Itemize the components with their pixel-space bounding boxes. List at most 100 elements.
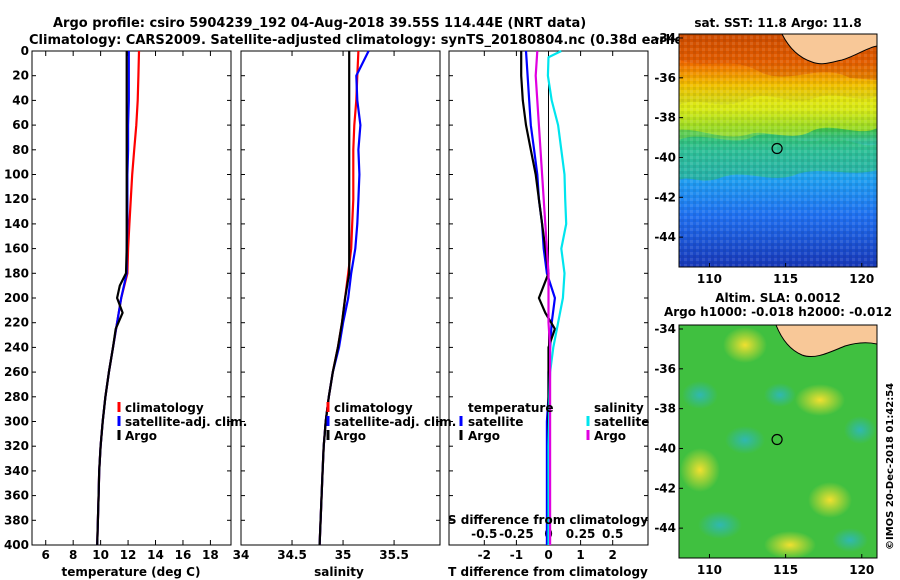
x-tick-label: 6 bbox=[42, 548, 50, 562]
legend-label-s-argo: Argo bbox=[594, 429, 626, 443]
x-tick-label: 2 bbox=[609, 548, 617, 562]
sst-map-title: sat. SST: 11.8 Argo: 11.8 bbox=[694, 16, 861, 30]
map-y-tick-label: -38 bbox=[654, 111, 676, 125]
legend-label-argo: Argo bbox=[125, 429, 157, 443]
series-line-argo bbox=[96, 51, 128, 546]
legend-label-t-satellite: satellite bbox=[468, 415, 523, 429]
sla-anomaly-low bbox=[682, 381, 718, 409]
difference-plot: -2 -1 0 1 2-0.5 -0.25 0 0.25 0.5 bbox=[449, 50, 648, 562]
sla-map-title-1: Altim. SLA: 0.0012 bbox=[715, 291, 841, 305]
argo-position-marker bbox=[771, 142, 783, 155]
map-x-tick-label: 115 bbox=[773, 272, 798, 286]
map-y-tick-label: -34 bbox=[654, 31, 676, 45]
salinity-plot: 34 34.5 35 35.5 bbox=[233, 50, 440, 562]
sla-anomaly-low bbox=[764, 383, 796, 407]
map-y-tick-label: -44 bbox=[654, 521, 676, 535]
sla-map-frame bbox=[678, 324, 878, 559]
x-tick-label: -1 bbox=[510, 548, 523, 562]
x-tick-label: 34 bbox=[233, 548, 250, 562]
temperature-plot-frame bbox=[31, 50, 232, 546]
sla-anomaly-low bbox=[832, 528, 868, 552]
depth-tick-label: 300 bbox=[4, 415, 29, 429]
sla-anomaly-high bbox=[808, 482, 852, 518]
x-tick-label: 14 bbox=[147, 548, 164, 562]
map-y-tick-label: -38 bbox=[654, 402, 676, 416]
sst-map-axes: 110 115 120 -34 -36 -38 -40 -42 -44 bbox=[654, 31, 874, 286]
depth-tick-label: 320 bbox=[4, 439, 29, 453]
sla-anomaly-low bbox=[698, 511, 742, 539]
s-tick-label: 0.25 bbox=[566, 527, 596, 541]
x-tick-label: 16 bbox=[175, 548, 192, 562]
depth-tick-label: 180 bbox=[4, 266, 29, 280]
map-y-tick-label: -42 bbox=[654, 481, 676, 495]
map-x-tick-label: 120 bbox=[849, 272, 874, 286]
difference-legend: temperature satellite Argo salinity sate… bbox=[459, 401, 649, 443]
depth-tick-label: 200 bbox=[4, 291, 29, 305]
temperature-plot: 6 8 10 12 14 16 18 bbox=[32, 50, 231, 562]
depth-tick-label: 380 bbox=[4, 513, 29, 527]
legend-label-satellite: satellite-adj. clim. bbox=[334, 415, 456, 429]
sla-map-land bbox=[775, 325, 877, 358]
depth-tick-label: 360 bbox=[4, 489, 29, 503]
sla-anomaly-low bbox=[844, 416, 876, 444]
legend-label-satellite: satellite-adj. clim. bbox=[125, 415, 247, 429]
map-y-tick-label: -42 bbox=[654, 190, 676, 204]
depth-tick-label: 40 bbox=[12, 93, 29, 107]
x-tick-label: 35 bbox=[335, 548, 352, 562]
legend-title-salinity: salinity bbox=[594, 401, 644, 415]
depth-tick-label: 100 bbox=[4, 168, 29, 182]
series-line-s-argo bbox=[534, 50, 552, 545]
depth-tick-label: 260 bbox=[4, 365, 29, 379]
x-tick-label: 35.5 bbox=[379, 548, 409, 562]
sst-map-image bbox=[679, 34, 877, 267]
legend-label-s-satellite: satellite bbox=[594, 415, 649, 429]
sla-anomaly-high bbox=[764, 531, 816, 558]
sla-anomaly-high bbox=[680, 448, 720, 492]
depth-tick-label: 20 bbox=[12, 69, 29, 83]
depth-tick-label: 60 bbox=[12, 118, 29, 132]
salinity-plot-frame bbox=[240, 50, 441, 546]
sst-map-pixels bbox=[679, 34, 877, 267]
s-tick-label: -0.5 bbox=[471, 527, 497, 541]
x-tick-label: 34.5 bbox=[277, 548, 307, 562]
s-tick-label: 0.5 bbox=[602, 527, 623, 541]
argo-position-marker bbox=[771, 433, 783, 446]
s-tick-label: -0.25 bbox=[499, 527, 534, 541]
sla-anomaly-high bbox=[723, 327, 767, 363]
depth-tick-label: 400 bbox=[4, 538, 29, 552]
depth-axis: 0 20 40 60 80 100 120 140 160 180 200 220 240 260 280 3… bbox=[4, 44, 29, 552]
sst-map-land bbox=[781, 34, 877, 65]
sla-map-axes: 110 115 120 -34 -36 -38 -40 -42 -44 bbox=[654, 322, 874, 577]
temperature-legend: climatology satellite-adj. clim. Argo bbox=[117, 401, 247, 443]
sla-anomaly-high bbox=[795, 384, 845, 416]
salinity-legend: climatology satellite-adj. clim. Argo bbox=[326, 401, 456, 443]
depth-tick-label: 80 bbox=[12, 143, 29, 157]
legend-label-t-argo: Argo bbox=[468, 429, 500, 443]
legend-label-climatology: climatology bbox=[125, 401, 204, 415]
sla-map-image bbox=[679, 325, 877, 558]
depth-tick-label: 240 bbox=[4, 340, 29, 354]
depth-tick-label: 140 bbox=[4, 217, 29, 231]
difference-xlabel-top: S difference from climatology bbox=[448, 513, 648, 527]
map-y-tick-label: -36 bbox=[654, 71, 676, 85]
title-line-1: Argo profile: csiro 5904239_192 04-Aug-2… bbox=[53, 16, 586, 31]
difference-xlabel: T difference from climatology bbox=[448, 565, 648, 579]
depth-tick-label: 220 bbox=[4, 316, 29, 330]
map-x-tick-label: 120 bbox=[849, 563, 874, 577]
series-line-climatology bbox=[318, 50, 360, 546]
depth-tick-label: 0 bbox=[21, 44, 29, 58]
map-y-tick-label: -44 bbox=[654, 230, 676, 244]
legend-title-temperature: temperature bbox=[468, 401, 553, 415]
x-tick-label: 0 bbox=[544, 548, 552, 562]
map-x-tick-label: 115 bbox=[773, 563, 798, 577]
map-x-tick-label: 110 bbox=[697, 563, 722, 577]
depth-tick-label: 160 bbox=[4, 242, 29, 256]
x-tick-label: 10 bbox=[92, 548, 109, 562]
depth-tick-label: 340 bbox=[4, 464, 29, 478]
depth-tick-label: 280 bbox=[4, 390, 29, 404]
imos-timestamp: ©IMOS 20-Dec-2018 01:42:54 bbox=[885, 383, 896, 550]
x-tick-label: -2 bbox=[478, 548, 491, 562]
map-x-tick-label: 110 bbox=[697, 272, 722, 286]
series-line-satellite-adj-clim- bbox=[96, 51, 130, 546]
